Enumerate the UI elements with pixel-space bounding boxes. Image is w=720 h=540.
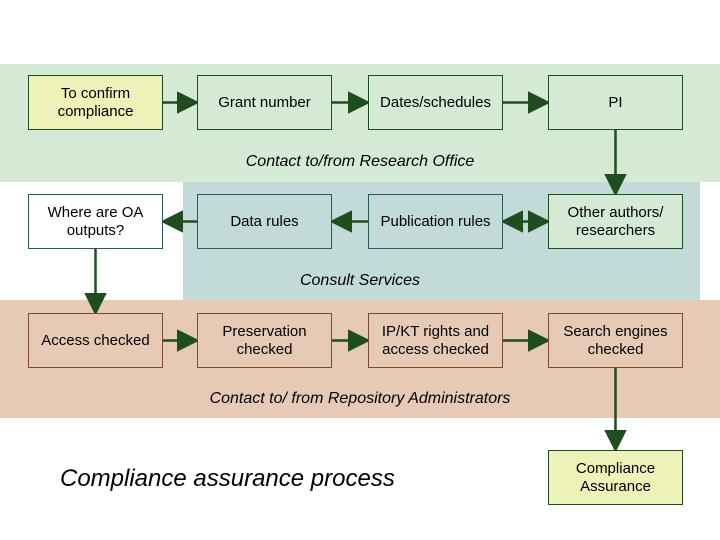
caption-repo-admin: Contact to/ from Repository Administrato… xyxy=(0,390,720,408)
box-label: Access checked xyxy=(41,332,149,350)
box-pi: PI xyxy=(548,75,683,130)
box-label: Grant number xyxy=(218,94,311,112)
box-label: Where are OA outputs? xyxy=(35,204,156,240)
box-ipkt: IP/KT rights and access checked xyxy=(368,313,503,368)
box-label: Dates/schedules xyxy=(380,94,491,112)
box-dates: Dates/schedules xyxy=(368,75,503,130)
box-label: Compliance Assurance xyxy=(555,460,676,496)
caption-research-office: Contact to/from Research Office xyxy=(0,153,720,171)
caption-consult: Consult Services xyxy=(0,272,720,290)
box-label: Other authors/ researchers xyxy=(555,204,676,240)
box-assurance: Compliance Assurance xyxy=(548,450,683,505)
box-others: Other authors/ researchers xyxy=(548,194,683,249)
page-title: Compliance assurance process xyxy=(60,465,395,493)
box-label: Data rules xyxy=(230,213,298,231)
box-label: Publication rules xyxy=(380,213,490,231)
box-datarules: Data rules xyxy=(197,194,332,249)
box-grant: Grant number xyxy=(197,75,332,130)
box-preserve: Preservation checked xyxy=(197,313,332,368)
box-label: PI xyxy=(608,94,622,112)
box-label: Preservation checked xyxy=(204,323,325,359)
box-confirm: To confirm compliance xyxy=(28,75,163,130)
box-pubrules: Publication rules xyxy=(368,194,503,249)
box-label: IP/KT rights and access checked xyxy=(375,323,496,359)
box-access: Access checked xyxy=(28,313,163,368)
box-label: Search engines checked xyxy=(555,323,676,359)
box-label: To confirm compliance xyxy=(35,85,156,121)
box-where: Where are OA outputs? xyxy=(28,194,163,249)
box-search: Search engines checked xyxy=(548,313,683,368)
